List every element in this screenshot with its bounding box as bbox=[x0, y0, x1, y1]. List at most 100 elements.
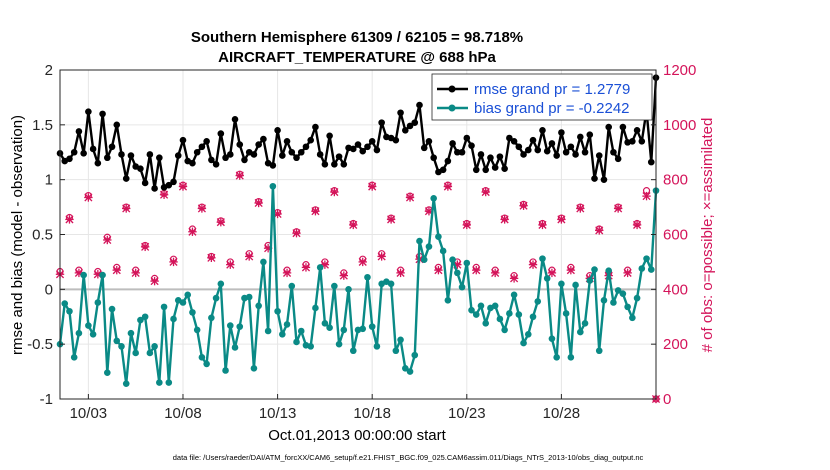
rmse-point bbox=[156, 154, 163, 162]
rmse-point bbox=[222, 154, 229, 162]
rmse-point bbox=[458, 148, 466, 156]
rmse-point bbox=[496, 153, 504, 160]
obs-assimilated-marker bbox=[595, 226, 604, 235]
rmse-point bbox=[279, 152, 286, 159]
bias-point bbox=[482, 320, 490, 327]
rmse-point bbox=[359, 147, 367, 155]
rmse-point bbox=[127, 152, 135, 159]
rmse-point bbox=[146, 151, 154, 158]
bias-point bbox=[85, 322, 92, 329]
rmse-point bbox=[208, 156, 215, 164]
bias-point bbox=[260, 258, 267, 266]
obs-assimilated-marker bbox=[642, 191, 651, 201]
rmse-point bbox=[288, 148, 296, 156]
bias-point bbox=[572, 281, 579, 289]
bias-point bbox=[524, 330, 532, 338]
bias-point bbox=[70, 354, 78, 361]
bias-point bbox=[118, 343, 125, 350]
rmse-point bbox=[335, 153, 343, 160]
bias-point bbox=[539, 255, 546, 262]
bias-point bbox=[392, 347, 400, 355]
y-right-tick-label: 600 bbox=[663, 227, 688, 244]
x-tick-label: 10/23 bbox=[448, 405, 486, 422]
obs-assimilated-marker bbox=[169, 257, 178, 267]
y-right-tick-label: 1200 bbox=[663, 62, 696, 79]
obs-assimilated-marker bbox=[623, 268, 632, 278]
bias-point bbox=[510, 291, 518, 299]
rmse-point bbox=[567, 143, 575, 151]
bias-point bbox=[643, 255, 650, 262]
y-left-tick-label: 1 bbox=[45, 172, 53, 189]
bias-point bbox=[534, 298, 542, 305]
bias-point bbox=[279, 330, 286, 338]
rmse-point bbox=[89, 145, 97, 153]
obs-assimilated-marker bbox=[178, 182, 188, 191]
obs-assimilated-marker bbox=[576, 204, 585, 213]
bias-point bbox=[274, 307, 281, 315]
rmse-point bbox=[600, 176, 608, 183]
obs-assimilated-marker bbox=[519, 201, 528, 210]
bias-point bbox=[217, 280, 225, 288]
rmse-point bbox=[619, 123, 627, 131]
rmse-point bbox=[524, 146, 532, 154]
bias-point bbox=[203, 360, 210, 368]
rmse-point bbox=[349, 145, 357, 153]
y-axis-right-ticks: 0 200 400 600 800 1000 1200 bbox=[651, 62, 696, 408]
y-right-tick-label: 800 bbox=[663, 172, 688, 189]
bias-point bbox=[472, 311, 480, 318]
obs-assimilated-marker bbox=[311, 206, 320, 216]
bias-point bbox=[491, 302, 499, 310]
rmse-point bbox=[629, 137, 636, 145]
rmse-point bbox=[548, 140, 556, 147]
bias-point bbox=[444, 297, 452, 304]
bias-point bbox=[189, 309, 196, 316]
y-left-tick-label: 1.5 bbox=[32, 117, 53, 134]
bias-point bbox=[553, 354, 560, 361]
obs-assimilated-marker bbox=[103, 235, 112, 245]
obs-assimilated-marker bbox=[282, 268, 292, 278]
rmse-point bbox=[529, 136, 537, 144]
obs-assimilated-marker bbox=[500, 215, 509, 224]
bias-point bbox=[312, 304, 319, 312]
rmse-point bbox=[577, 133, 584, 141]
rmse-point bbox=[463, 134, 471, 142]
obs-assimilated-marker bbox=[216, 217, 226, 227]
rmse-point bbox=[595, 152, 603, 159]
rmse-point bbox=[340, 161, 348, 168]
bias-point bbox=[562, 310, 570, 317]
bias-point bbox=[212, 294, 220, 302]
rmse-point bbox=[297, 148, 305, 156]
obs-assimilated-marker bbox=[632, 220, 642, 230]
obs-assimilated-marker bbox=[254, 198, 263, 208]
rmse-point bbox=[586, 131, 594, 139]
bias-point bbox=[595, 347, 603, 355]
bias-point bbox=[586, 277, 594, 284]
bias-point bbox=[458, 283, 466, 291]
bias-point bbox=[411, 351, 419, 359]
bias-point bbox=[439, 247, 447, 255]
bias-point bbox=[605, 267, 612, 274]
rmse-point bbox=[118, 151, 125, 158]
y-left-tick-label: 0.5 bbox=[32, 227, 53, 244]
x-axis-ticks: 10/03 10/08 10/13 10/18 10/23 10/28 bbox=[70, 394, 581, 422]
x-tick-label: 10/28 bbox=[543, 405, 581, 422]
rmse-point bbox=[174, 152, 182, 159]
rmse-point bbox=[250, 151, 258, 158]
rmse-point bbox=[165, 181, 173, 189]
bias-point bbox=[222, 367, 229, 374]
bias-point bbox=[633, 294, 641, 302]
chart-title: Southern Hemisphere 61309 / 62105 = 98.7… bbox=[191, 29, 523, 46]
bias-point bbox=[89, 330, 97, 338]
rmse-point bbox=[193, 148, 201, 156]
bias-point bbox=[591, 266, 598, 273]
rmse-point bbox=[364, 143, 371, 151]
rmse-point bbox=[515, 143, 523, 151]
rmse-point bbox=[468, 142, 475, 149]
bias-point bbox=[543, 275, 551, 282]
bias-point bbox=[307, 343, 314, 350]
rmse-point bbox=[581, 148, 589, 156]
rmse-point bbox=[70, 148, 78, 156]
obs-assimilated-marker bbox=[358, 257, 367, 267]
rmse-point bbox=[302, 143, 310, 151]
obs-assimilated-marker bbox=[112, 265, 121, 275]
